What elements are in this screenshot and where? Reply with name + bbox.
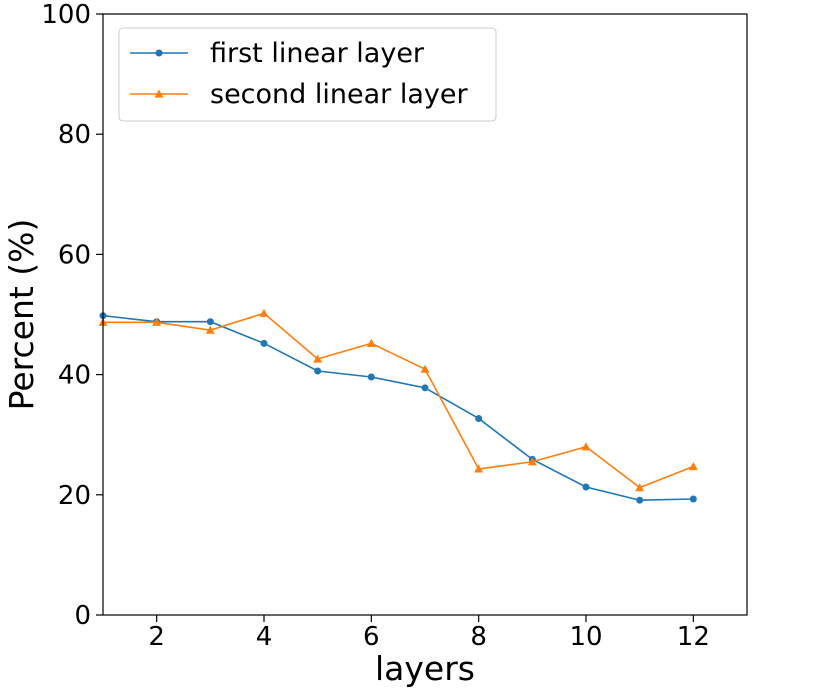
legend-marker-1: [154, 89, 164, 98]
series-0: [99, 312, 697, 504]
legend-marker-0: [155, 49, 163, 57]
x-tick-label-5: 12: [677, 622, 710, 652]
series-line-1: [103, 312, 694, 489]
series-1-point-11: [688, 462, 698, 471]
series-1-point-3: [259, 308, 269, 317]
y-tick-label-1: 20: [58, 481, 91, 511]
series-layer: [98, 308, 698, 504]
x-tick-label-0: 2: [148, 622, 165, 652]
series-1: [98, 308, 698, 492]
series-1-point-1: [152, 317, 162, 326]
series-0-point-3: [260, 339, 268, 347]
series-1-point-8: [527, 457, 537, 466]
series-0-point-4: [314, 367, 322, 375]
series-0-point-10: [636, 496, 644, 504]
y-tick-label-3: 60: [58, 240, 91, 270]
series-1-point-6: [420, 364, 430, 373]
x-tick-label-4: 10: [569, 622, 602, 652]
x-tick-label-2: 6: [363, 622, 380, 652]
x-axis: 2 4 6 8 10 12: [148, 615, 710, 652]
series-1-point-7: [474, 464, 484, 473]
y-axis-title: Percent (%): [2, 219, 41, 411]
legend-box: [118, 27, 497, 122]
legend-label-1: second linear layer: [210, 79, 468, 110]
x-tick-label-3: 8: [470, 622, 487, 652]
series-0-point-7: [475, 414, 483, 422]
y-tick-label-4: 80: [58, 120, 91, 150]
x-axis-title: layers: [375, 649, 475, 688]
series-1-point-9: [581, 442, 591, 451]
series-1-point-5: [366, 338, 376, 347]
series-1-point-10: [635, 483, 645, 492]
series-0-point-6: [421, 384, 429, 392]
series-0-point-5: [367, 373, 375, 381]
x-tick-label-1: 4: [256, 622, 273, 652]
y-tick-label-2: 40: [58, 361, 91, 391]
series-0-point-11: [689, 495, 697, 503]
series-0-point-9: [582, 483, 590, 491]
plot-frame: [102, 13, 748, 616]
y-axis: 0 20 40 60 80 100: [41, 0, 103, 631]
series-1-point-4: [313, 354, 323, 363]
legend-label-0: first linear layer: [210, 38, 425, 69]
series-1-point-2: [205, 325, 215, 334]
series-line-0: [103, 314, 694, 502]
series-0-point-2: [206, 318, 214, 326]
y-tick-label-5: 100: [41, 0, 91, 30]
y-tick-label-0: 0: [74, 601, 91, 631]
legend: first linear layer second linear layer: [118, 27, 497, 122]
